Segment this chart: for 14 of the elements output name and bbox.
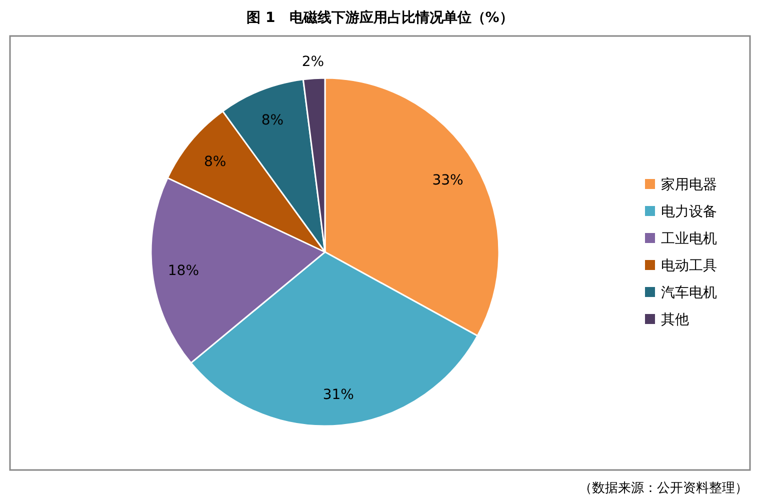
- data-label: 33%: [432, 172, 464, 188]
- data-label: 8%: [261, 112, 284, 128]
- data-label: 31%: [322, 387, 354, 404]
- legend-label: 电力设备: [661, 204, 717, 220]
- chart-title: 图 1 电磁线下游应用占比情况单位（%）: [246, 9, 514, 26]
- data-label: 18%: [168, 262, 200, 279]
- data-label: 8%: [204, 154, 226, 170]
- legend-label: 工业电机: [661, 231, 717, 247]
- legend-label: 家用电器: [661, 177, 717, 193]
- legend-label: 电动工具: [661, 258, 717, 274]
- text: （数据来源：公开资料整理）: [579, 481, 748, 496]
- data-label: 2%: [302, 54, 324, 70]
- legend-label: 汽车电机: [661, 285, 717, 301]
- legend-label: 其他: [661, 312, 689, 328]
